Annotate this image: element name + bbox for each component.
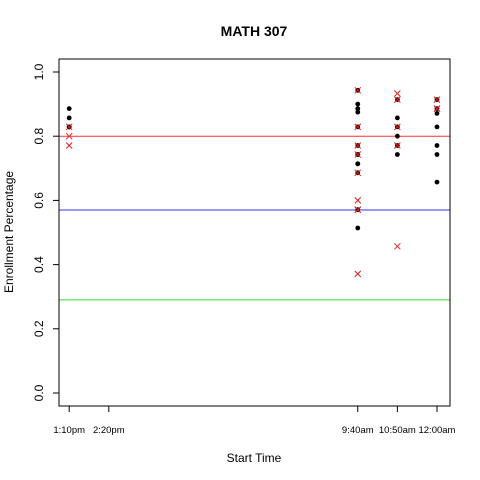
point-dot (355, 161, 361, 167)
x-axis-label: Start Time (227, 451, 282, 465)
point-dot (394, 115, 400, 121)
point-cross (394, 90, 401, 97)
point-cross (433, 105, 441, 112)
plot-frame (58, 58, 451, 407)
point-dot (355, 109, 361, 115)
point-cross (394, 123, 401, 131)
y-tick-label: 1.0 (32, 63, 46, 80)
point-dot (355, 101, 361, 107)
point-dot (434, 152, 440, 157)
point-cross (394, 142, 401, 149)
point-cross (354, 206, 362, 214)
x-tick-label: 1:10pm (53, 425, 85, 436)
point-cross (65, 142, 73, 149)
point-dot (434, 179, 440, 185)
y-tick-label: 0.4 (32, 256, 46, 273)
x-tick-label: 10:50am (379, 425, 416, 436)
point-cross (354, 197, 362, 204)
x-tick-label: 2:20pm (93, 425, 125, 436)
y-axis-label: Enrollment Percentage (2, 171, 16, 293)
point-dot (394, 133, 400, 139)
point-cross (65, 132, 73, 140)
point-dot (66, 115, 72, 121)
point-cross (354, 270, 362, 278)
point-cross (65, 123, 73, 131)
x-tick-label: 12:00am (418, 425, 455, 436)
y-tick-label: 0.0 (32, 384, 46, 401)
x-tick-label: 9:40am (342, 425, 374, 436)
data-points (65, 86, 441, 278)
reference-lines (59, 135, 450, 301)
point-dot (394, 152, 400, 157)
point-dot (355, 106, 361, 111)
point-dot (434, 143, 440, 148)
point-cross (354, 169, 362, 177)
y-axis: 0.0 0.2 0.4 0.6 0.8 1.0 (32, 63, 59, 401)
y-tick-label: 0.8 (32, 128, 46, 145)
point-cross (354, 151, 362, 158)
point-cross (394, 242, 401, 250)
point-dot (66, 106, 72, 111)
x-axis: 1:10pm 2:20pm 9:40am 10:50am 12:00am (53, 406, 456, 436)
point-dot (434, 124, 440, 130)
point-cross (394, 96, 401, 103)
y-tick-label: 0.2 (32, 320, 46, 337)
point-cross (354, 142, 362, 149)
point-cross (354, 86, 362, 94)
chart-title: MATH 307 (221, 23, 288, 39)
point-cross (354, 123, 362, 131)
point-dot (434, 111, 440, 116)
y-tick-label: 0.6 (32, 192, 46, 209)
point-cross (433, 96, 441, 103)
point-dot (355, 225, 361, 231)
